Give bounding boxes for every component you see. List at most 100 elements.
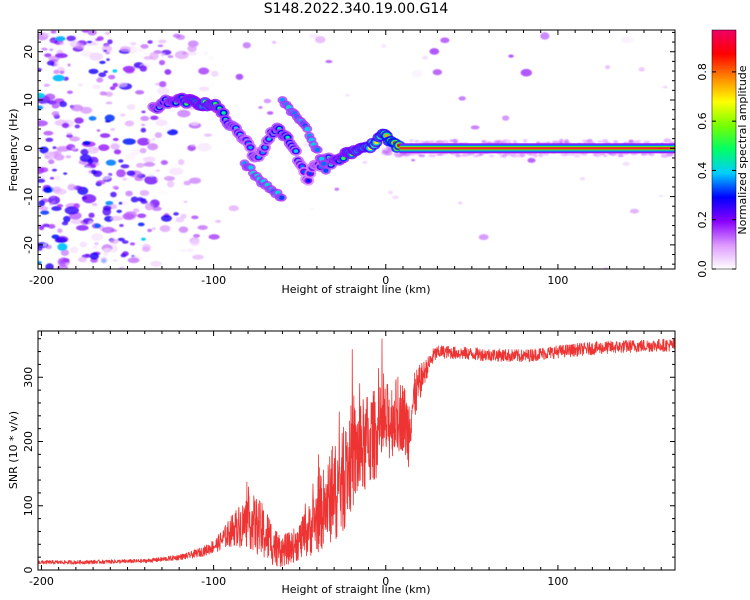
spectrogram-speckle xyxy=(38,105,44,110)
spectrogram-speckle xyxy=(158,39,167,44)
spectrogram-speckle xyxy=(109,204,118,210)
spectrogram-carrier-halo xyxy=(533,153,538,158)
spectrogram-speckle xyxy=(52,146,57,150)
spectrogram-speckle xyxy=(178,226,189,233)
spectrogram-speckle xyxy=(66,90,73,95)
spectrogram-speckle xyxy=(158,81,167,88)
spectrogram-speckle xyxy=(98,72,107,78)
spectrogram-speckle xyxy=(38,178,46,183)
spectrogram-speckle xyxy=(144,175,159,185)
spectrogram-speckle xyxy=(137,197,144,202)
spectrogram-speckle xyxy=(50,30,57,34)
spectrogram-speckle xyxy=(160,160,168,165)
spectrogram-speckle xyxy=(74,117,84,124)
spectrogram-carrier-halo xyxy=(649,152,655,157)
spectrogram-speckle xyxy=(165,80,175,90)
spectrogram-speckle xyxy=(92,42,98,46)
spectrogram-y-label: Frequency (Hz) xyxy=(7,109,20,192)
spectrogram-carrier-halo xyxy=(455,153,461,158)
spectrogram-speckle xyxy=(60,249,69,256)
spectrogram-speckle xyxy=(69,246,79,254)
spectrogram-speckle xyxy=(139,65,148,72)
spectrogram-speckle xyxy=(141,237,146,241)
spectrogram-speckle xyxy=(208,55,214,60)
spectrogram-speckle xyxy=(620,36,634,44)
spectrogram-speckle xyxy=(136,252,142,256)
spectrogram-speckle xyxy=(81,194,97,204)
spectrogram-speckle xyxy=(143,162,156,167)
spectrogram-speckle xyxy=(140,200,148,204)
spectrogram-xtick-label: -100 xyxy=(201,274,226,287)
spectrogram-speckle xyxy=(51,103,60,109)
spectrogram-speckle xyxy=(89,252,99,260)
spectrogram-speckle xyxy=(40,210,50,215)
spectrogram-speckle xyxy=(129,242,136,246)
spectrogram-speckle xyxy=(78,83,83,87)
spectrogram-speckle xyxy=(124,211,137,219)
spectrogram-ridge-core xyxy=(248,145,253,150)
spectrogram-speckle xyxy=(51,186,62,193)
snr-frame xyxy=(37,330,676,571)
spectrogram-speckle xyxy=(49,202,54,206)
spectrogram-speckle xyxy=(119,224,124,228)
spectrogram-speckle xyxy=(121,184,128,189)
spectrogram-speckle xyxy=(84,165,92,171)
spectrogram-speckle xyxy=(91,233,103,241)
spectrogram-speckle xyxy=(103,49,108,52)
spectrogram-speckle xyxy=(130,148,140,156)
spectrogram-speckle xyxy=(125,190,133,197)
spectrogram-speckle xyxy=(120,164,130,169)
spectrogram-speckle xyxy=(38,225,45,231)
spectrogram-speckle xyxy=(190,239,200,247)
spectrogram-speckle xyxy=(118,201,123,205)
spectrogram-speckle xyxy=(81,30,89,33)
spectrogram-speckle xyxy=(102,205,112,211)
spectrogram-speckle xyxy=(143,51,149,55)
spectrogram-speckle xyxy=(105,200,114,206)
spectrogram-speckle xyxy=(579,177,586,181)
spectrogram-speckle xyxy=(50,195,55,199)
spectrogram-speckle xyxy=(56,265,69,269)
spectrogram-speckle xyxy=(189,177,202,184)
spectrogram-speckle xyxy=(122,177,127,181)
spectrogram-branch-core xyxy=(279,195,285,200)
spectrogram-speckle xyxy=(160,52,166,57)
spectrogram-speckle xyxy=(59,42,65,46)
spectrogram-speckle xyxy=(119,46,131,52)
spectrogram-speckle xyxy=(658,194,664,197)
spectrogram-speckle xyxy=(38,92,45,98)
spectrogram-speckle xyxy=(109,86,116,91)
spectrogram-speckle xyxy=(122,138,136,145)
snr-xtick-label: -100 xyxy=(201,575,226,588)
spectrogram-speckle xyxy=(89,52,104,61)
spectrogram-ridge-core xyxy=(293,149,299,153)
spectrogram-carrier-halo xyxy=(536,141,541,144)
spectrogram-speckle xyxy=(137,222,145,227)
snr-ytick-label: 100 xyxy=(22,495,35,516)
spectrogram-speckle xyxy=(65,262,70,267)
spectrogram-speckle xyxy=(52,74,65,82)
spectrogram-speckle xyxy=(102,248,114,254)
spectrogram-speckle xyxy=(59,101,67,108)
spectrogram-speckle xyxy=(208,234,220,240)
spectrogram-speckle xyxy=(54,175,61,181)
spectrogram-speckle xyxy=(136,162,145,168)
spectrogram-branch-core xyxy=(248,165,254,170)
spectrogram-speckle xyxy=(55,36,66,42)
spectrogram-speckle xyxy=(310,207,315,210)
spectrogram-speckle xyxy=(96,180,106,185)
spectrogram-speckle xyxy=(88,68,99,74)
spectrogram-speckle xyxy=(137,47,144,52)
spectrogram-speckle xyxy=(458,201,463,205)
spectrogram-speckle xyxy=(66,132,73,135)
colorbar-tick-label: 0.2 xyxy=(696,211,709,229)
spectrogram-speckle xyxy=(110,215,123,222)
spectrogram-speckle xyxy=(470,125,480,130)
spectrogram-speckle xyxy=(41,103,51,111)
spectrogram-speckle xyxy=(106,58,110,61)
snr-plot: -200 -100 0 100 0 100 200 300 Height of straig… xyxy=(7,330,676,596)
spectrogram-speckle xyxy=(42,223,50,228)
spectrogram-speckle xyxy=(192,254,204,260)
spectrogram-speckle xyxy=(147,40,153,44)
